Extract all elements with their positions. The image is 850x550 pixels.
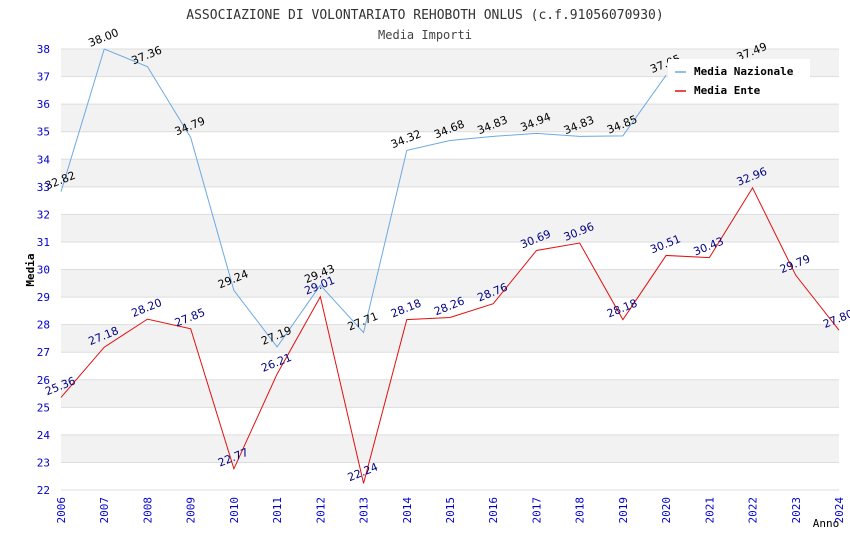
grid-band <box>61 379 839 408</box>
x-tick-label: 2014 <box>401 497 414 524</box>
y-tick-label: 28 <box>37 319 50 332</box>
x-tick-label: 2011 <box>271 497 284 524</box>
x-tick-label: 2019 <box>617 497 630 524</box>
x-tick-label: 2024 <box>833 497 846 524</box>
y-tick-label: 38 <box>37 43 50 56</box>
y-tick-label: 25 <box>37 401 50 414</box>
data-label: 28.20 <box>130 296 164 320</box>
y-tick-label: 31 <box>37 236 50 249</box>
legend-background <box>668 59 810 102</box>
legend-label-media-nazionale: Media Nazionale <box>694 65 794 78</box>
grid-band <box>61 269 839 298</box>
series-line <box>60 186 840 484</box>
x-tick-label: 2022 <box>747 497 760 524</box>
grid-lines <box>61 48 839 491</box>
data-label: 38.00 <box>86 26 120 50</box>
grid-bands <box>61 49 839 463</box>
y-tick-label: 26 <box>37 374 50 387</box>
y-axis-label: Media <box>24 253 37 286</box>
y-tick-label: 35 <box>37 126 50 139</box>
legend-label-media-ente: Media Ente <box>694 84 761 97</box>
grid-band <box>61 159 839 187</box>
x-tick-label: 2020 <box>660 497 673 524</box>
grid-band <box>61 434 839 463</box>
y-tick-label: 22 <box>37 484 50 497</box>
y-axis-ticks: 22 23 24 25 26 27 28 29 30 31 32 33 34 35 36 37 38 <box>37 43 51 497</box>
y-tick-label: 32 <box>37 208 50 221</box>
x-axis-ticks: 2006 2007 2008 2009 2010 2011 2012 2013 2014 2015… <box>55 497 846 524</box>
y-tick-label: 37 <box>37 71 50 84</box>
chart-title: ASSOCIAZIONE DI VOLONTARIATO REHOBOTH ON… <box>186 8 663 23</box>
x-tick-label: 2017 <box>530 497 543 524</box>
grid-band <box>61 104 839 132</box>
series-lines <box>60 48 840 484</box>
x-tick-label: 2015 <box>444 497 457 524</box>
data-label: 28.18 <box>389 297 423 321</box>
x-tick-label: 2006 <box>55 497 68 524</box>
x-tick-label: 2008 <box>141 497 154 524</box>
x-axis-label: Anno <box>813 517 840 530</box>
x-tick-label: 2013 <box>358 497 371 524</box>
x-tick-label: 2012 <box>314 497 327 524</box>
y-tick-label: 33 <box>37 181 50 194</box>
data-label: 28.26 <box>432 294 466 318</box>
x-tick-label: 2007 <box>98 497 111 524</box>
y-tick-label: 27 <box>37 346 50 359</box>
y-tick-label: 36 <box>37 98 50 111</box>
y-tick-label: 34 <box>37 153 51 166</box>
x-tick-label: 2018 <box>574 497 587 524</box>
y-tick-label: 23 <box>37 456 50 469</box>
x-tick-label: 2021 <box>703 497 716 524</box>
grid-band <box>61 214 839 242</box>
y-tick-label: 24 <box>37 429 51 442</box>
y-tick-label: 30 <box>37 264 50 277</box>
data-label: 26.21 <box>259 351 293 375</box>
x-tick-label: 2023 <box>790 497 803 524</box>
x-tick-label: 2016 <box>487 497 500 524</box>
legend: Media Nazionale Media Ente <box>668 59 810 102</box>
y-tick-label: 29 <box>37 291 50 304</box>
x-tick-label: 2009 <box>185 497 198 524</box>
series-line <box>60 48 667 348</box>
x-tick-label: 2010 <box>228 497 241 524</box>
data-label: 28.18 <box>605 297 639 321</box>
chart-subtitle: Media Importi <box>378 28 472 42</box>
